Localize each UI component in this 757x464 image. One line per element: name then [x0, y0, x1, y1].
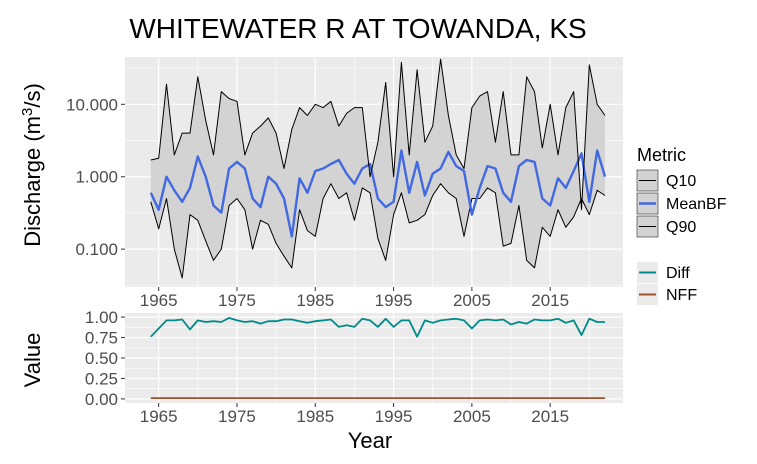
- metric-legend-label-q10: Q10: [666, 173, 696, 190]
- metric-legend-items: Q10 MeanBF Q90: [636, 169, 727, 238]
- value-legend: Diff NFF: [637, 262, 697, 305]
- value-y-tick-label: 0.00: [85, 390, 118, 409]
- discharge-series-lines: [149, 58, 607, 279]
- discharge-q10-q90-ribbon: [150, 59, 606, 279]
- value-y-tick-label: 0.75: [85, 329, 118, 348]
- series-line-q90: [150, 58, 606, 211]
- value-x-tick-label: 1965: [140, 407, 178, 426]
- metric-legend: Metric Q10 MeanBF Q90: [636, 145, 727, 238]
- discharge-x-tick-label: 1985: [296, 291, 334, 310]
- discharge-x-tick-label: 2015: [531, 291, 569, 310]
- value-x-tick-label: 1975: [218, 407, 256, 426]
- discharge-x-tick-label: 1995: [375, 291, 413, 310]
- discharge-panel: 0.100 1.000 10.000 1965 1975 1985 1995 2005 201…: [66, 57, 623, 310]
- value-x-tick-label: 2005: [453, 407, 491, 426]
- value-series-lines: [150, 316, 605, 400]
- value-y-axis: 0.00 0.250.500.75 1.00: [85, 308, 125, 409]
- value-x-tick-label: 1985: [296, 407, 334, 426]
- metric-legend-title: Metric: [637, 145, 686, 165]
- discharge-y-axis-title-text: Discharge (m: [20, 116, 45, 247]
- discharge-y-axis-title-tail: /s): [20, 83, 45, 107]
- value-legend-label-diff: Diff: [666, 265, 690, 282]
- discharge-y-tick-label: 10.000: [66, 95, 118, 114]
- value-panel: 0.00 0.250.500.75 1.00 1965 1975 1985 1995 200…: [85, 308, 623, 426]
- value-legend-label-nff: NFF: [666, 287, 697, 304]
- discharge-y-axis: 0.100 1.000 10.000: [66, 95, 125, 259]
- chart-title: WHITEWATER R AT TOWANDA, KS: [129, 13, 586, 44]
- series-line-diff: [150, 316, 605, 338]
- discharge-x-axis: 1965 1975 1985 1995 2005 2015: [140, 287, 569, 310]
- discharge-y-tick-label: 0.100: [75, 240, 118, 259]
- q10-q90-ribbon-area: [150, 59, 606, 279]
- discharge-x-tick-label: 2005: [453, 291, 491, 310]
- series-line-q10: [150, 183, 606, 279]
- value-y-axis-title: Value: [20, 333, 45, 388]
- value-legend-items: Diff NFF: [637, 262, 697, 305]
- series-line-meanbf: [149, 149, 607, 238]
- value-y-tick-label: 1.00: [85, 308, 118, 327]
- value-y-tick-label: 0.25: [85, 369, 118, 388]
- value-x-tick-label: 1995: [375, 407, 413, 426]
- discharge-y-axis-title: Discharge (m3/s): [19, 83, 45, 247]
- value-x-axis-title: Year: [348, 428, 392, 453]
- value-x-axis: 1965 1975 1985 1995 2005 2015: [140, 403, 569, 426]
- value-y-tick-label: 0.50: [85, 349, 118, 368]
- value-x-tick-label: 2015: [531, 407, 569, 426]
- metric-legend-label-q90: Q90: [666, 219, 696, 236]
- discharge-x-tick-label: 1975: [218, 291, 256, 310]
- discharge-x-tick-label: 1965: [140, 291, 178, 310]
- metric-legend-label-meanbf: MeanBF: [666, 196, 727, 213]
- discharge-y-tick-label: 1.000: [75, 168, 118, 187]
- discharge-y-axis-title-superscript: 3: [19, 108, 36, 116]
